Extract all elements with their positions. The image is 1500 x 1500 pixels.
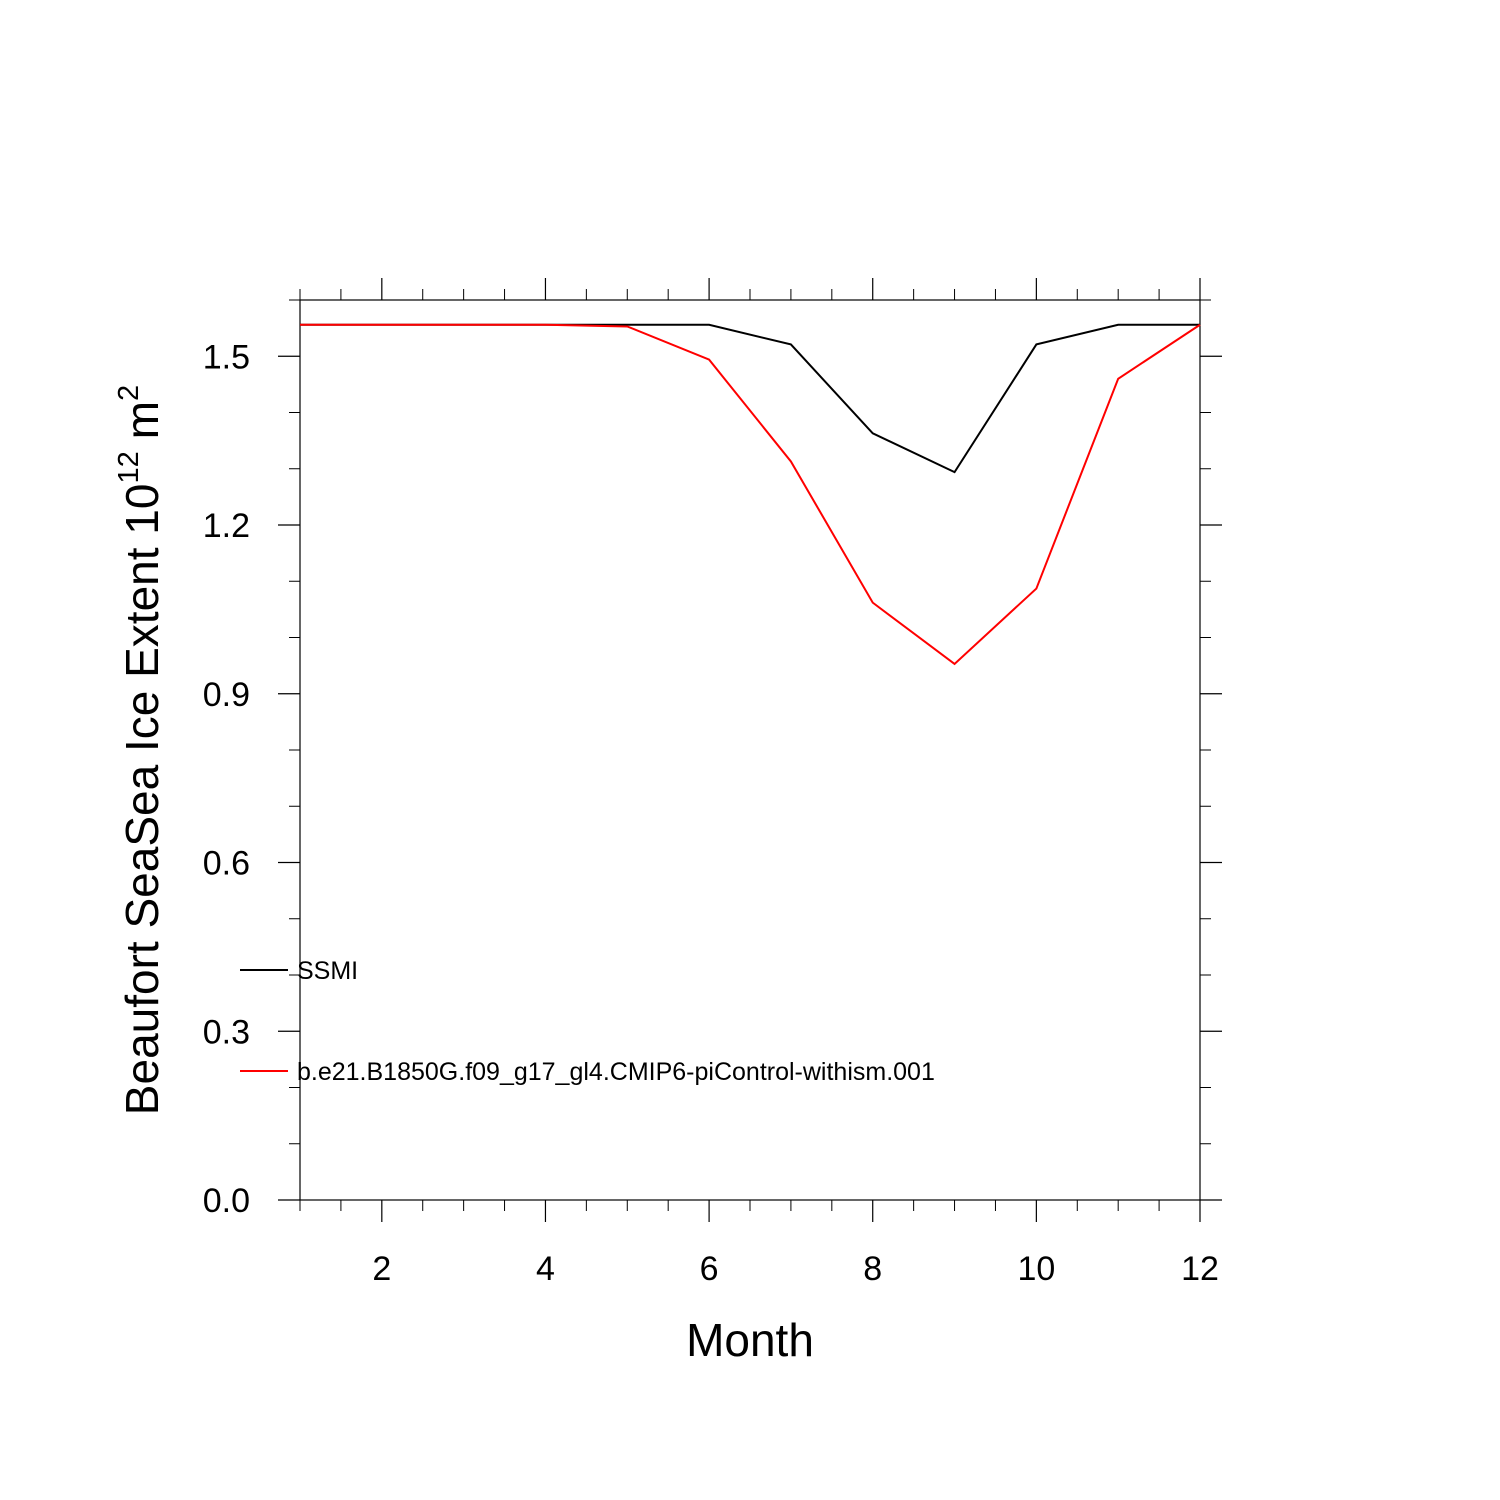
axis-tick-labels: 2 4 6 8 10 12 0.0 0.3 0.6 0.9 1.2 1.5 bbox=[203, 338, 1219, 1288]
legend: SSMI b.e21.B1850G.f09_g17_gl4.CMIP6-piCon… bbox=[240, 957, 935, 1086]
y-tick-label: 0.3 bbox=[203, 1013, 250, 1051]
legend-label-2: b.e21.B1850G.f09_g17_gl4.CMIP6-piControl… bbox=[297, 1058, 935, 1086]
y-axis-title-exponent: 12 bbox=[113, 451, 145, 483]
series-lines bbox=[300, 323, 1201, 666]
x-tick-label: 10 bbox=[1017, 1250, 1055, 1288]
x-tick-label: 12 bbox=[1181, 1250, 1219, 1288]
y-tick-label: 1.2 bbox=[203, 507, 250, 545]
axis-ticks bbox=[278, 278, 1222, 1222]
y-tick-label: 0.9 bbox=[203, 676, 250, 714]
x-tick-label: 8 bbox=[863, 1250, 882, 1288]
y-axis-title-unit-exponent: 2 bbox=[113, 385, 145, 401]
x-tick-label: 2 bbox=[372, 1250, 391, 1288]
x-tick-label: 4 bbox=[536, 1250, 555, 1288]
y-tick-label: 0.6 bbox=[203, 845, 250, 883]
y-tick-label: 1.5 bbox=[203, 338, 250, 376]
legend-label-1: SSMI bbox=[297, 957, 358, 985]
y-axis-title-unit: m bbox=[116, 401, 168, 439]
y-axis-title: Beaufort SeaSea Ice Extent 1012 m2 bbox=[113, 385, 168, 1115]
x-tick-label: 6 bbox=[700, 1250, 719, 1288]
y-axis-title-main: Beaufort SeaSea Ice Extent 10 bbox=[116, 484, 168, 1116]
series-line-2 bbox=[300, 323, 1201, 666]
x-axis-title: Month bbox=[686, 1314, 814, 1366]
y-tick-label: 0.0 bbox=[203, 1182, 250, 1220]
